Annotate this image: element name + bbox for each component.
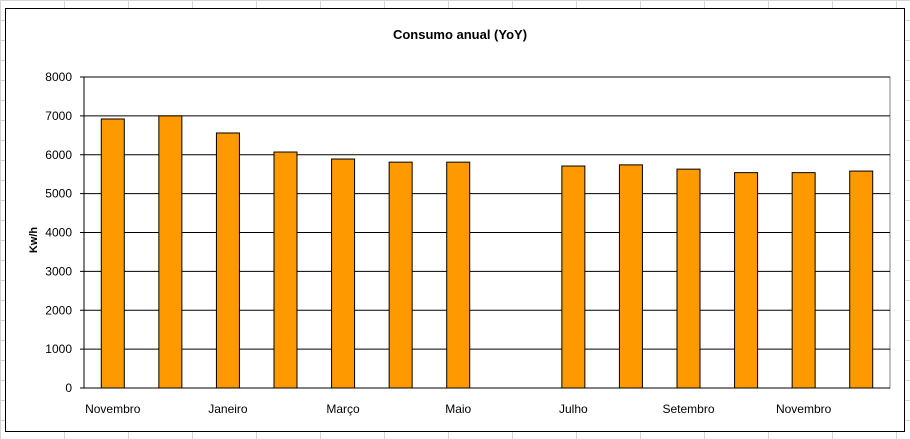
y-tick-label: 7000	[45, 109, 72, 123]
bar	[618, 164, 643, 389]
bar	[791, 172, 816, 389]
x-tick-label: Novembro	[85, 402, 141, 416]
y-tick-label: 6000	[45, 148, 72, 162]
chart-area: Consumo anual (YoY) Kw/h 0 1000 2000 3000 40…	[5, 8, 905, 432]
chart-title: Consumo anual (YoY)	[393, 27, 527, 42]
y-tick-label: 5000	[45, 187, 72, 201]
x-tick-label: Setembro	[662, 402, 714, 416]
y-tick-label: 8000	[45, 70, 72, 84]
bar	[100, 118, 125, 389]
bar	[158, 115, 183, 389]
y-tick-label: 1000	[45, 342, 72, 356]
y-tick-label: 3000	[45, 264, 72, 278]
bar	[446, 161, 471, 389]
bar	[215, 132, 240, 389]
x-tick-label: Maio	[445, 402, 471, 416]
bar	[676, 168, 701, 389]
bar	[388, 161, 413, 389]
x-tick-label: Março	[326, 402, 360, 416]
x-tick-label: Julho	[559, 402, 588, 416]
bar-chart: Consumo anual (YoY) Kw/h 0 1000 2000 3000 40…	[28, 27, 891, 416]
y-tick-label: 2000	[45, 303, 72, 317]
bar	[561, 165, 586, 389]
x-tick-label: Novembro	[776, 402, 832, 416]
y-tick-label: 0	[65, 381, 72, 395]
bar	[331, 158, 356, 389]
y-tick-label: 4000	[45, 226, 72, 240]
bar	[849, 170, 874, 389]
bar	[273, 151, 298, 389]
bar	[734, 172, 759, 389]
x-tick-label: Janeiro	[208, 402, 248, 416]
y-axis-label: Kw/h	[28, 227, 40, 254]
